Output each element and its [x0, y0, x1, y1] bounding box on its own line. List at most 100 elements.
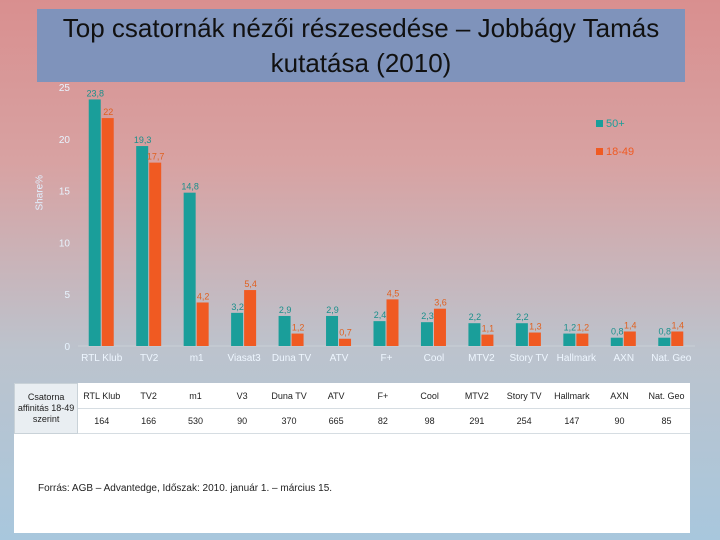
- legend-label: 50+: [606, 118, 625, 130]
- affinity-value: 254: [500, 408, 548, 434]
- data-label: 2,9: [279, 305, 292, 315]
- affinity-value: 370: [265, 408, 313, 434]
- bar-18-49: [576, 333, 589, 346]
- bar-50+: [515, 323, 528, 346]
- x-tick-label: ATV: [330, 353, 349, 364]
- y-tick-label: 25: [59, 83, 71, 94]
- affinity-table-panel: Csatorna affinitás 18-49 szerint RTL Klub…: [13, 383, 690, 533]
- data-label: 0,8: [659, 327, 672, 337]
- affinity-channel: F+: [359, 383, 407, 409]
- bar-18-49: [433, 308, 446, 346]
- bar-50+: [88, 99, 101, 346]
- data-label: 2,2: [516, 312, 529, 322]
- affinity-channel: Nat. Geo: [642, 383, 690, 409]
- data-label: 1,2: [577, 323, 590, 333]
- data-label: 2,9: [326, 305, 339, 315]
- data-label: 3,2: [231, 302, 244, 312]
- x-tick-label: Hallmark: [557, 353, 597, 364]
- affinity-value: 90: [218, 408, 266, 434]
- x-tick-label: Nat. Geo: [651, 353, 691, 364]
- affinity-channel: Duna TV: [265, 383, 313, 409]
- affinity-value: 85: [642, 408, 690, 434]
- affinity-channel: MTV2: [453, 383, 501, 409]
- bar-18-49: [386, 299, 399, 346]
- bar-50+: [420, 322, 433, 346]
- data-label: 14,8: [181, 182, 199, 192]
- legend-label: 18-49: [606, 146, 634, 158]
- data-label: 5,4: [244, 279, 257, 289]
- data-label: 4,5: [387, 288, 400, 298]
- affinity-value: 164: [77, 408, 126, 434]
- y-tick-label: 10: [59, 238, 71, 249]
- y-axis-label: Share%: [34, 174, 46, 211]
- affinity-value: 98: [406, 408, 454, 434]
- bar-18-49: [101, 118, 114, 346]
- affinity-value: 90: [595, 408, 643, 434]
- data-label: 1,4: [672, 320, 685, 330]
- data-label: 1,2: [564, 323, 577, 333]
- legend-swatch: [596, 148, 603, 155]
- affinity-grid: Csatorna affinitás 18-49 szerint RTL Klub…: [13, 383, 690, 434]
- chart-title: Top csatornák nézői részesedése – Jobbág…: [37, 9, 685, 82]
- x-tick-label: TV2: [140, 353, 159, 364]
- legend-swatch: [596, 120, 603, 127]
- bar-50+: [326, 315, 339, 346]
- data-label: 17,7: [147, 152, 165, 162]
- x-tick-label: Viasat3: [228, 353, 262, 364]
- bar-18-49: [623, 331, 636, 346]
- bar-50+: [468, 323, 481, 346]
- y-tick-label: 0: [64, 342, 70, 353]
- affinity-channel: m1: [172, 383, 219, 409]
- data-label: 1,3: [529, 322, 542, 332]
- bar-18-49: [339, 338, 352, 346]
- x-tick-label: Cool: [424, 353, 445, 364]
- y-tick-label: 15: [59, 187, 71, 198]
- affinity-value: 665: [312, 408, 360, 434]
- affinity-channel: AXN: [595, 383, 643, 409]
- data-label: 2,2: [469, 312, 482, 322]
- x-tick-label: m1: [190, 353, 204, 364]
- data-label: 3,6: [434, 298, 447, 308]
- x-tick-label: Story TV: [510, 353, 549, 364]
- bar-50+: [183, 192, 196, 346]
- x-tick-label: Duna TV: [272, 353, 312, 364]
- bar-18-49: [528, 332, 541, 346]
- data-label: 1,2: [292, 323, 305, 333]
- x-tick-label: F+: [381, 353, 393, 364]
- x-tick-label: RTL Klub: [81, 353, 123, 364]
- bar-18-49: [149, 162, 162, 346]
- data-label: 1,4: [624, 320, 637, 330]
- x-tick-label: MTV2: [468, 353, 495, 364]
- source-note: Forrás: AGB – Advantedge, Időszak: 2010.…: [38, 483, 333, 494]
- bar-50+: [231, 312, 244, 346]
- y-tick-label: 5: [64, 290, 70, 301]
- bar-50+: [278, 315, 291, 346]
- bar-18-49: [291, 333, 304, 346]
- bar-50+: [563, 333, 576, 346]
- affinity-value: 166: [125, 408, 173, 434]
- data-label: 0,7: [339, 328, 352, 338]
- y-tick-label: 20: [59, 135, 71, 146]
- bar-50+: [610, 337, 623, 346]
- affinity-channel: Hallmark: [547, 383, 596, 409]
- bar-18-49: [481, 334, 494, 346]
- affinity-channel: Story TV: [500, 383, 548, 409]
- data-label: 23,8: [86, 88, 104, 98]
- bar-50+: [373, 321, 386, 346]
- data-label: 22: [103, 107, 113, 117]
- data-label: 0,8: [611, 327, 624, 337]
- data-label: 4,2: [197, 291, 210, 301]
- affinity-value: 530: [172, 408, 219, 434]
- affinity-value: 82: [359, 408, 407, 434]
- affinity-value: 291: [453, 408, 501, 434]
- x-tick-label: AXN: [614, 353, 635, 364]
- affinity-channel: ATV: [312, 383, 360, 409]
- data-label: 2,4: [374, 310, 387, 320]
- bar-18-49: [196, 302, 209, 346]
- affinity-channel: Cool: [406, 383, 454, 409]
- affinity-channel: TV2: [125, 383, 173, 409]
- affinity-channel: V3: [218, 383, 266, 409]
- bar-50+: [136, 146, 149, 346]
- data-label: 2,3: [421, 311, 434, 321]
